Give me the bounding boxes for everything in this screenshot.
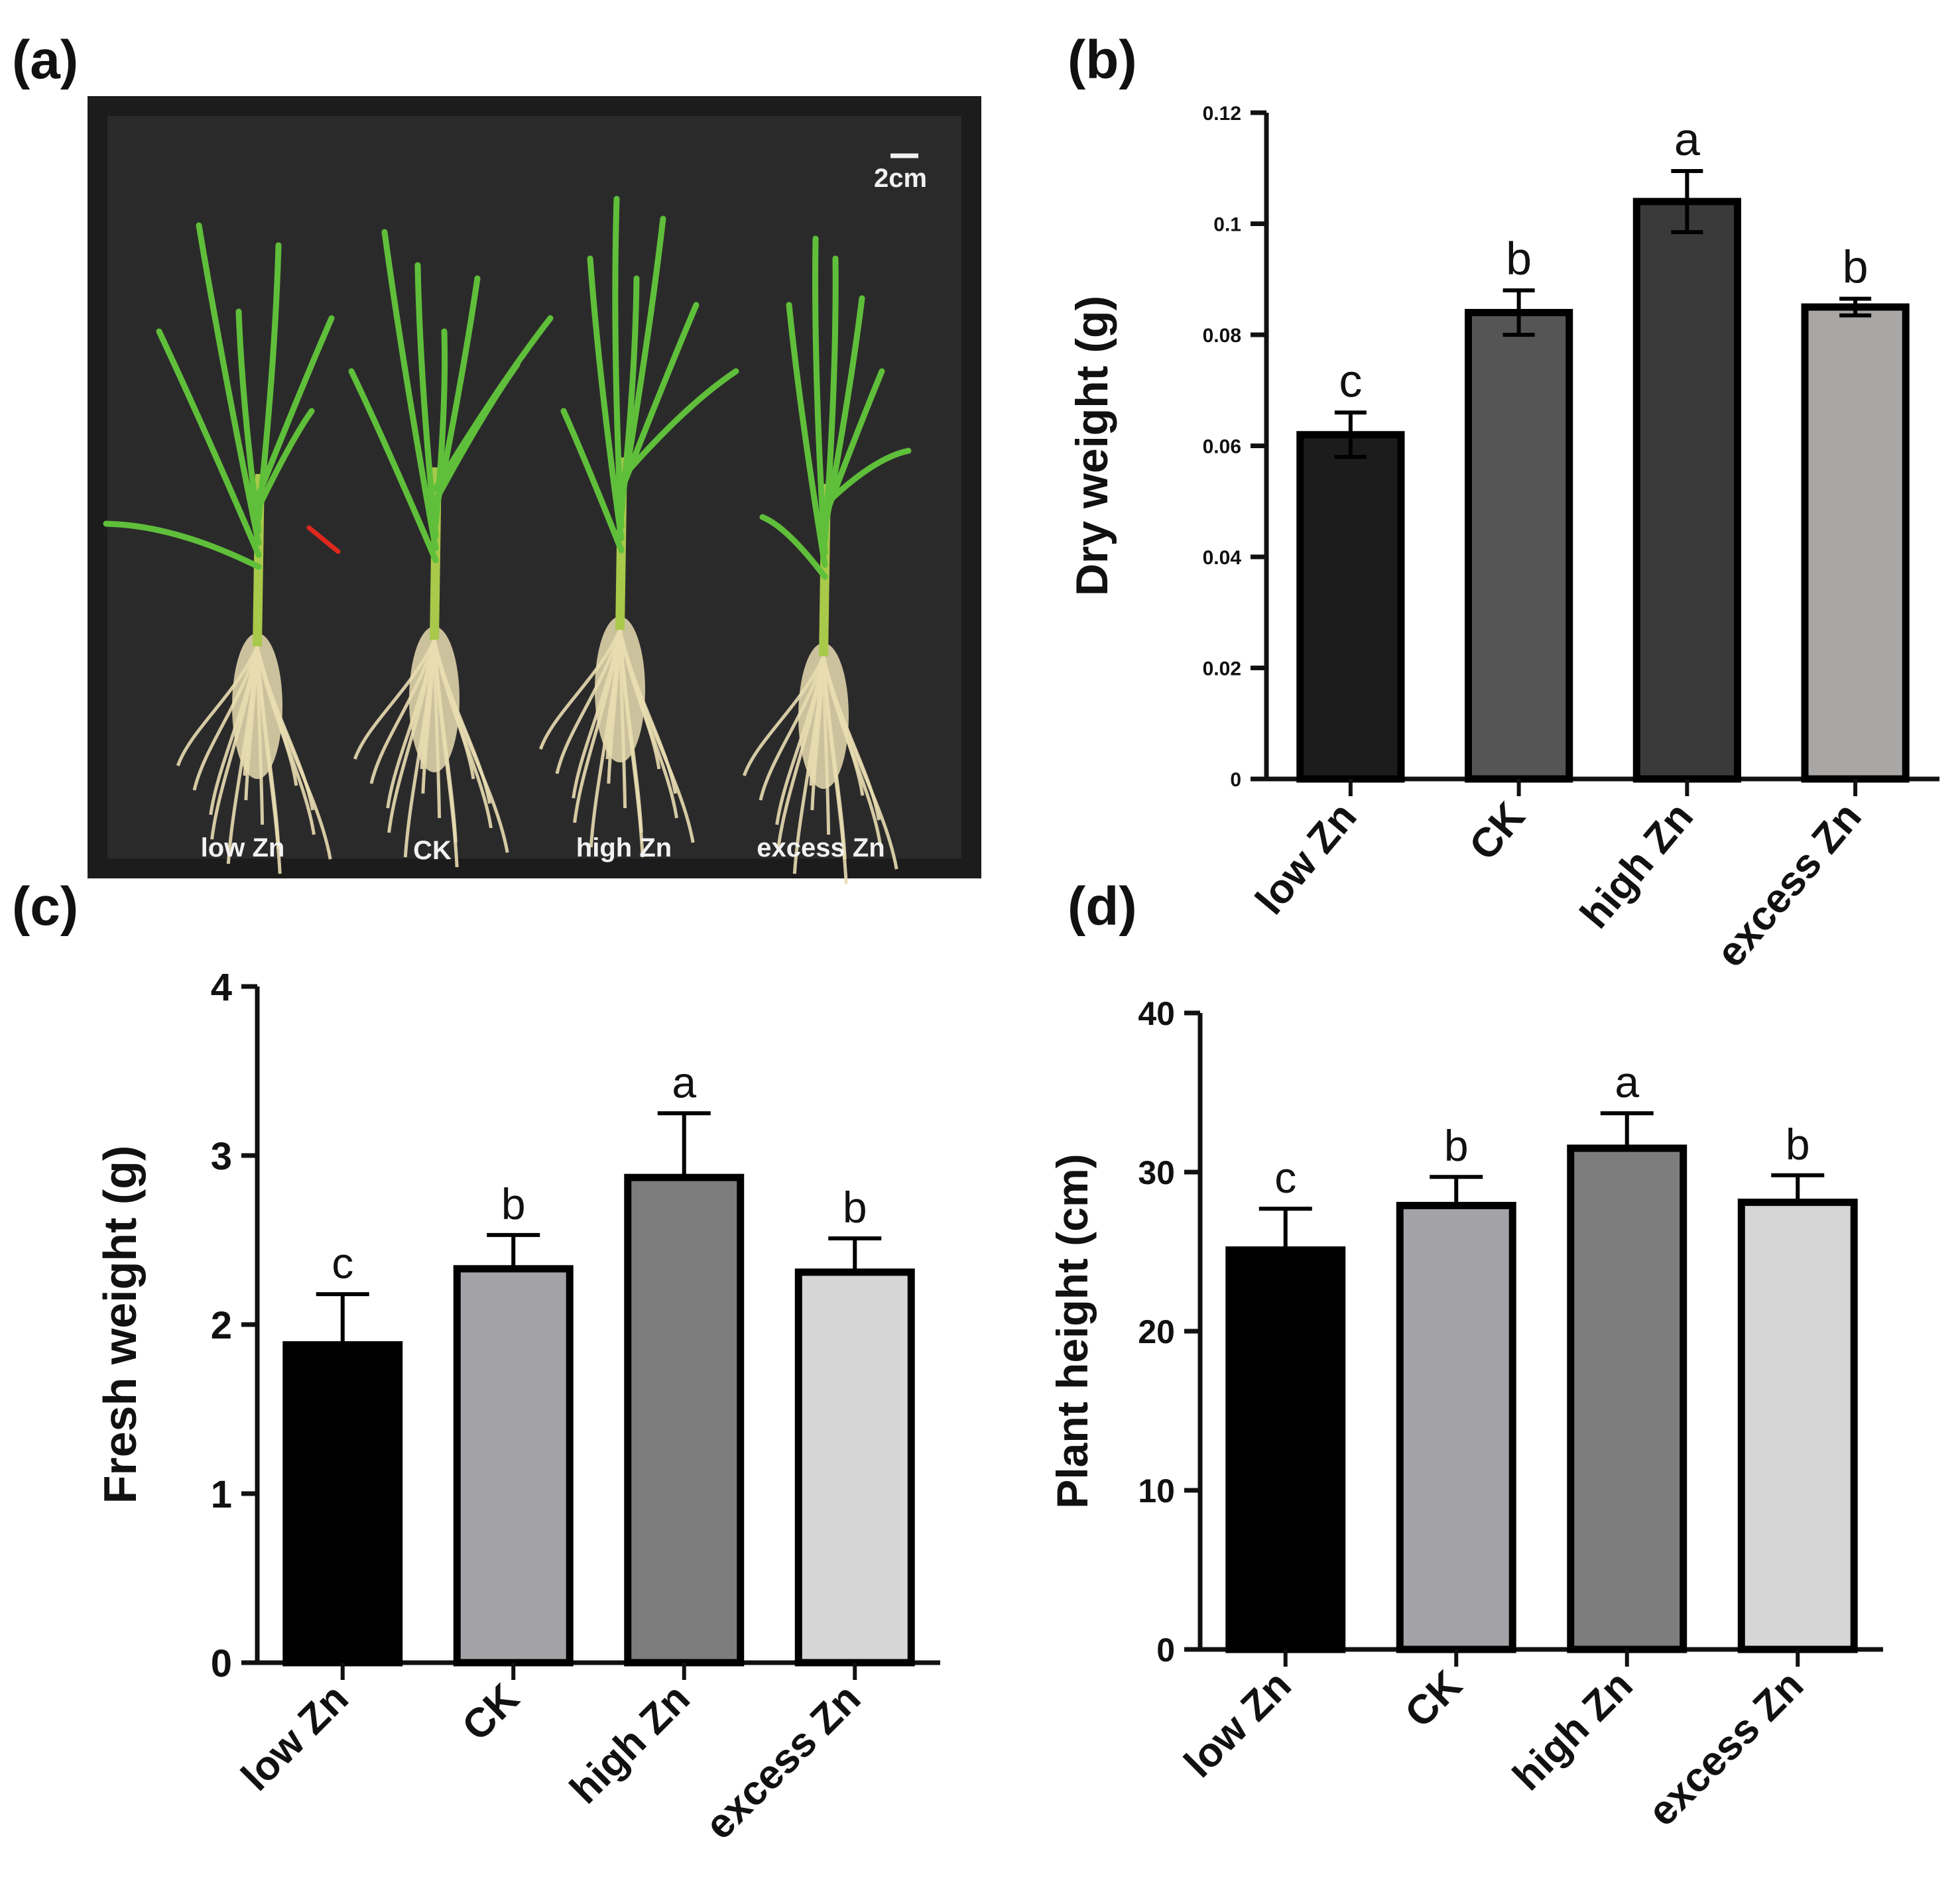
photo-label-excess-zn: excess Zn: [757, 833, 885, 862]
panel-label-b: (b): [1068, 30, 1137, 90]
leaf-blade: [196, 222, 262, 546]
dry-weight-chart: 0 0.02 0.04 0.06 0.08 0.1 0.12 Dry weight (g) c l…: [1067, 103, 1939, 976]
y-axis-title: Fresh weight (g): [94, 1146, 146, 1504]
significance-label: c: [332, 1238, 353, 1287]
y-tick-label: 0.08: [1203, 325, 1241, 347]
leaf-blade: [560, 408, 625, 554]
seedling-3: [742, 235, 912, 884]
y-tick-label: 0: [1156, 1632, 1175, 1669]
root-mass: [595, 617, 645, 762]
significance-label: a: [1674, 113, 1700, 165]
y-axis-title: Dry weight (g): [1067, 296, 1117, 596]
leaf-blade: [759, 514, 828, 580]
bar-ck: [1465, 309, 1573, 783]
x-category-label: CK: [1396, 1662, 1471, 1736]
seedling-photo: 2cm low Zn CK high Zn excess Zn: [88, 96, 981, 884]
significance-label: b: [1786, 1120, 1810, 1169]
significance-label: b: [1506, 233, 1532, 284]
significance-label: c: [1339, 355, 1362, 406]
leaf-blade: [822, 447, 912, 508]
seedling-0: [103, 222, 335, 874]
root-mass: [409, 626, 459, 772]
root-mass: [798, 643, 849, 789]
leaf-blade: [414, 262, 439, 540]
leaf-blade: [255, 408, 315, 510]
leaf-blade: [103, 520, 262, 570]
leaf-blade: [381, 229, 439, 552]
leaf-blade: [432, 315, 554, 492]
significance-label: b: [501, 1179, 526, 1228]
x-category-label: excess Zn: [1707, 794, 1870, 976]
y-tick-label: 20: [1138, 1313, 1175, 1350]
x-category-label: CK: [454, 1675, 528, 1750]
significance-label: b: [1444, 1121, 1469, 1170]
scale-bar-label: 2cm: [874, 164, 927, 193]
leaf-blade: [255, 315, 335, 499]
leaf-blade: [618, 368, 739, 482]
significance-label: a: [1615, 1057, 1639, 1106]
bar-low-zn: [282, 1341, 403, 1667]
leaf-blade: [348, 368, 439, 564]
bar-high-zn: [624, 1173, 745, 1667]
seedling-1: [348, 229, 554, 868]
significance-label: b: [843, 1183, 867, 1232]
x-category-label: low Zn: [233, 1675, 357, 1800]
photo-vignette: [88, 96, 981, 878]
panel-label-a: (a): [12, 30, 78, 90]
bar-excess-zn: [1737, 1199, 1858, 1653]
y-tick-label: 0.12: [1203, 103, 1241, 125]
plants-group: [103, 196, 912, 884]
x-category-label: excess Zn: [1639, 1662, 1812, 1835]
plant-height-chart: 0 10 20 30 40 Plant height (cm) c low Zn b CK a hig…: [1048, 995, 1883, 1835]
y-tick-label: 10: [1138, 1472, 1175, 1510]
bar-ck: [453, 1265, 574, 1667]
bar-high-zn: [1567, 1144, 1687, 1653]
y-tick-label: 3: [211, 1135, 232, 1178]
bar-low-zn: [1296, 431, 1405, 783]
leaf-blade: [612, 196, 625, 530]
x-category-label: CK: [1461, 794, 1534, 868]
y-tick-label: 0: [211, 1642, 232, 1685]
bar-excess-zn: [1801, 303, 1910, 783]
x-category-label: low Zn: [1176, 1662, 1300, 1787]
significance-label: c: [1274, 1153, 1296, 1202]
panel-label-c: (c): [12, 876, 78, 937]
y-tick-label: 0.1: [1213, 213, 1241, 235]
y-tick-label: 0.02: [1203, 658, 1241, 680]
y-tick-label: 0.06: [1203, 436, 1241, 457]
x-category-label: low Zn: [1247, 794, 1366, 923]
significance-label: b: [1843, 241, 1868, 293]
leaf-blade: [156, 328, 262, 558]
leaf-blade: [587, 255, 625, 542]
y-tick-label: 0: [1230, 769, 1241, 791]
leaf-blade: [618, 215, 666, 506]
x-category-label: high Zn: [1504, 1662, 1642, 1799]
x-category-label: high Zn: [1571, 794, 1702, 937]
y-tick-label: 0.04: [1203, 547, 1242, 569]
seedling-2: [538, 196, 739, 858]
y-tick-label: 30: [1138, 1154, 1175, 1191]
bar-ck: [1396, 1201, 1516, 1653]
y-tick-label: 4: [211, 966, 232, 1009]
bar-high-zn: [1632, 198, 1741, 783]
red-arrow: [306, 525, 341, 554]
x-category-label: high Zn: [562, 1675, 699, 1813]
root-mass: [232, 633, 282, 779]
bar-excess-zn: [794, 1268, 915, 1667]
photo-label-low-zn: low Zn: [201, 833, 285, 862]
panel-label-d: (d): [1068, 876, 1137, 937]
y-axis-title: Plant height (cm): [1048, 1154, 1097, 1508]
y-tick-label: 1: [211, 1473, 232, 1516]
x-category-label: excess Zn: [696, 1675, 869, 1848]
y-tick-label: 40: [1138, 995, 1175, 1032]
photo-label-high-zn: high Zn: [576, 833, 672, 862]
bar-low-zn: [1225, 1246, 1346, 1653]
fresh-weight-chart: 0 1 2 3 4 Fresh weight (g) c low Zn b CK a high Zn b…: [94, 966, 940, 1848]
leaf-blade: [786, 302, 828, 568]
y-tick-label: 2: [211, 1304, 232, 1347]
leaf-blade: [235, 308, 262, 534]
photo-label-ck: CK: [413, 836, 452, 865]
significance-label: a: [672, 1057, 696, 1106]
